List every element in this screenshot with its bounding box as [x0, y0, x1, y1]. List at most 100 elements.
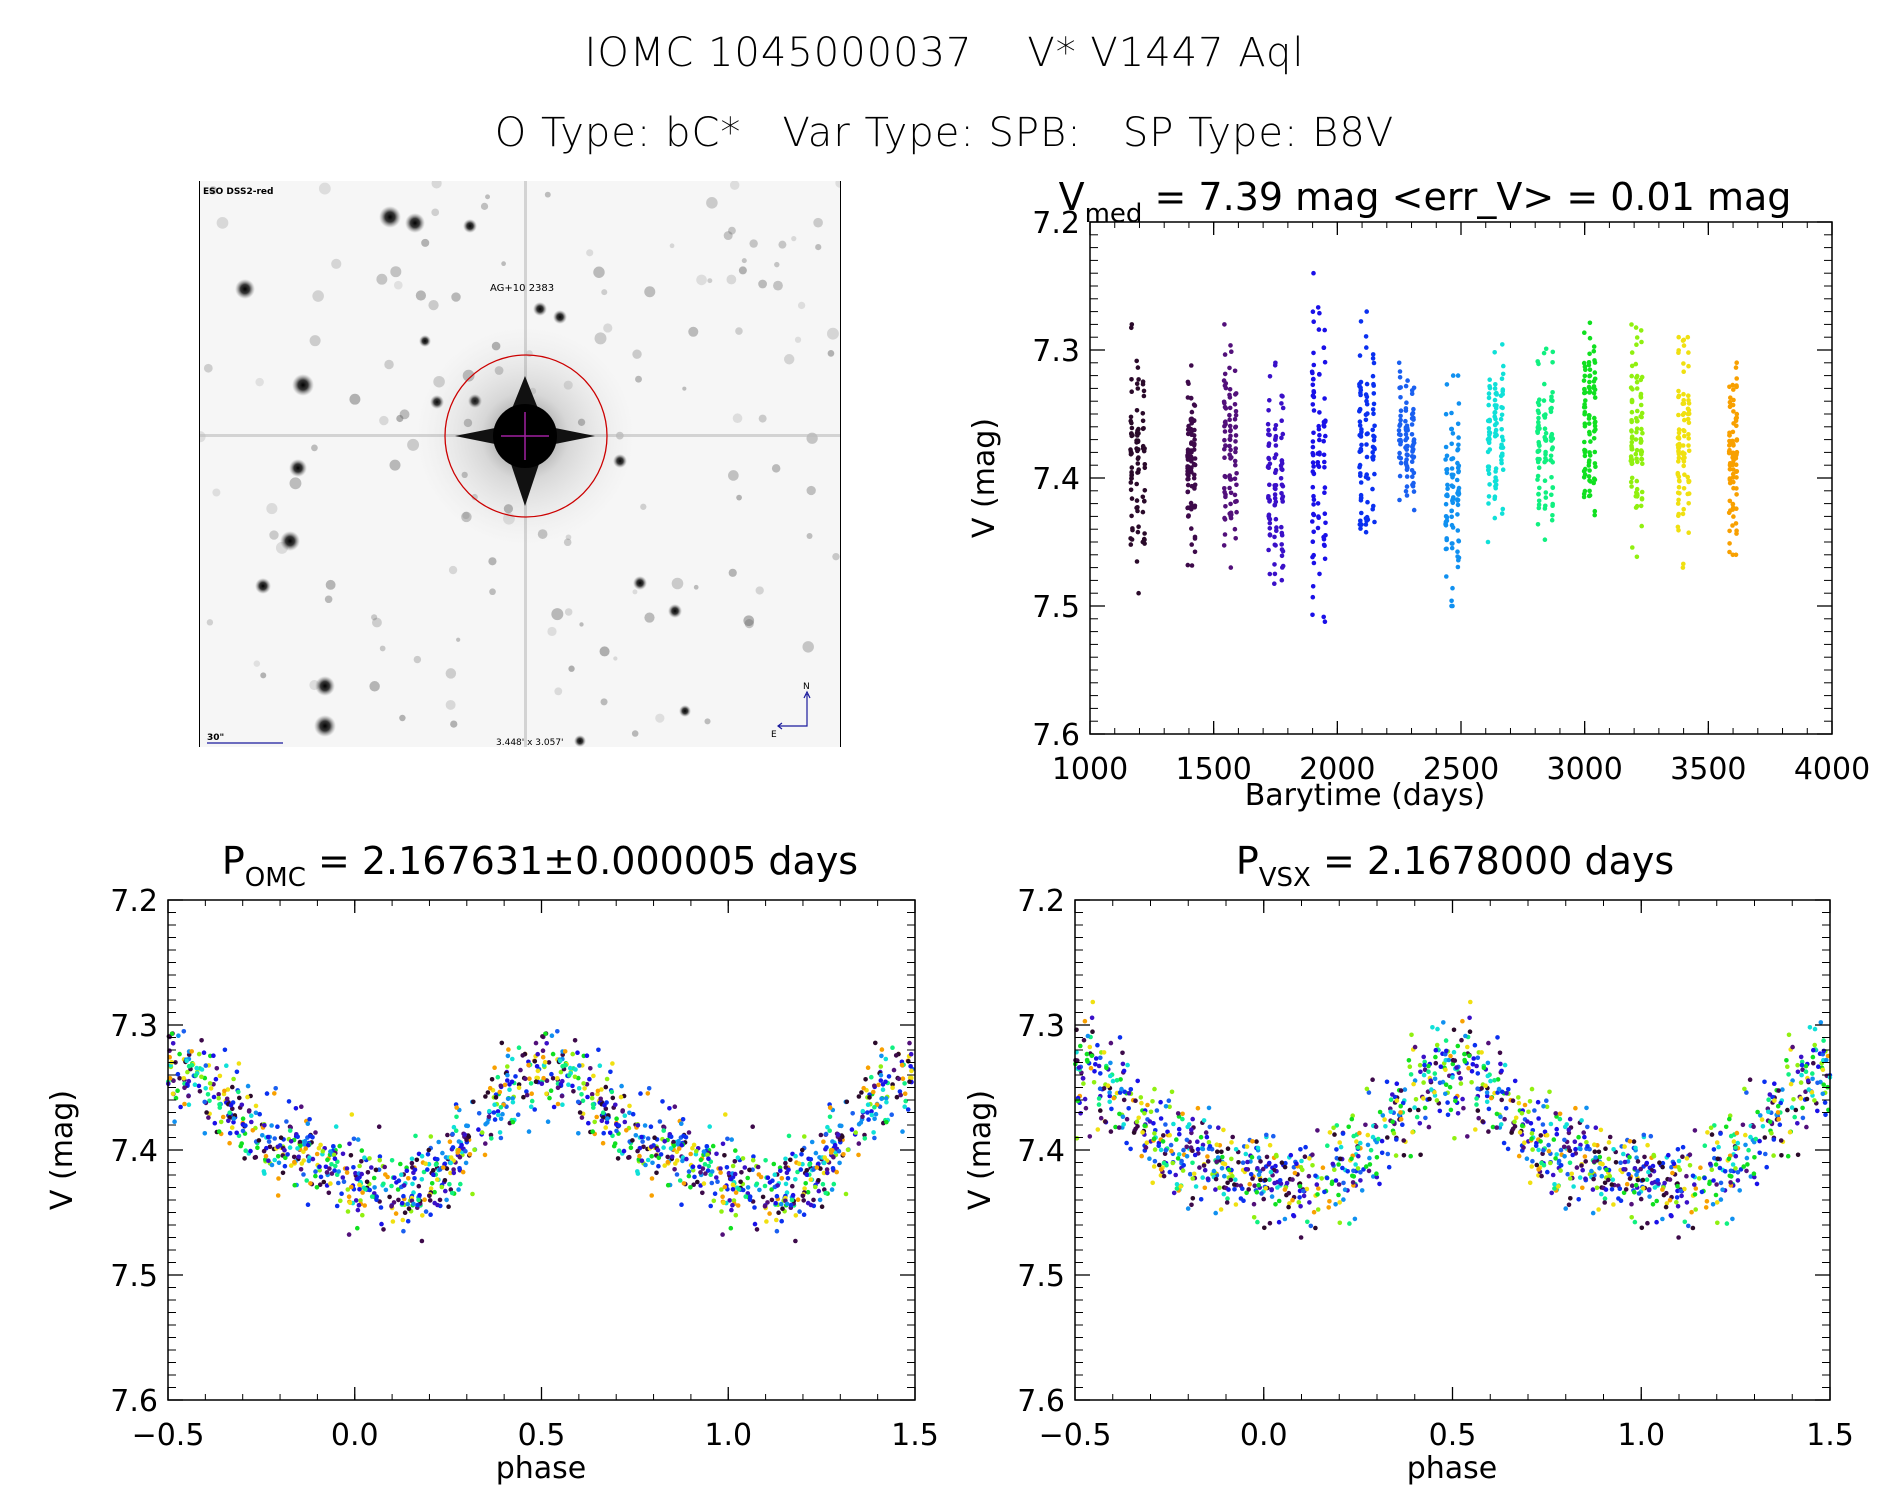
data-point — [1398, 1088, 1404, 1093]
data-point — [805, 1200, 811, 1206]
data-point — [1186, 423, 1191, 429]
data-point — [667, 1106, 672, 1111]
data-point — [1082, 1018, 1088, 1024]
data-point — [1296, 1200, 1302, 1205]
data-point — [1686, 436, 1691, 441]
data-point — [1227, 423, 1233, 429]
data-point — [1261, 1196, 1266, 1202]
x-tick-label: 3000 — [1546, 752, 1622, 787]
data-point — [175, 1088, 180, 1093]
data-point — [754, 1181, 760, 1187]
data-point — [1690, 1225, 1696, 1231]
data-point — [1333, 1202, 1338, 1207]
data-point — [1398, 1116, 1404, 1122]
data-point — [1571, 1184, 1576, 1189]
data-point — [1535, 359, 1540, 364]
field-star — [235, 279, 255, 299]
data-point — [1421, 1072, 1427, 1078]
data-point — [1444, 537, 1449, 543]
data-point — [1506, 1087, 1511, 1092]
data-point — [1252, 1183, 1257, 1188]
data-point — [1675, 442, 1681, 448]
data-point — [1634, 429, 1639, 435]
data-point — [1272, 492, 1278, 497]
data-point — [1582, 423, 1588, 429]
data-point — [310, 1156, 316, 1162]
data-point — [1733, 1166, 1738, 1171]
data-point — [1337, 1220, 1343, 1226]
data-point — [1792, 1114, 1797, 1120]
data-point — [1273, 1202, 1278, 1207]
data-point — [185, 1069, 190, 1075]
field-star — [450, 720, 458, 728]
data-point — [897, 1089, 903, 1094]
data-point — [428, 1134, 434, 1139]
data-point — [405, 1201, 411, 1207]
data-point — [396, 1197, 401, 1203]
data-point — [1591, 476, 1597, 482]
data-point — [1158, 1099, 1163, 1105]
field-star — [376, 273, 388, 285]
data-point — [459, 1142, 464, 1148]
data-point — [1685, 411, 1691, 417]
data-point — [1504, 1091, 1509, 1096]
field-star — [736, 494, 742, 501]
data-point — [837, 1160, 842, 1166]
data-point — [256, 1138, 262, 1143]
data-point — [1303, 1144, 1308, 1150]
data-point — [1550, 503, 1555, 509]
data-point — [1234, 482, 1239, 488]
data-point — [1569, 1171, 1574, 1177]
data-point — [1592, 415, 1597, 421]
field-star — [749, 239, 758, 248]
data-point — [907, 1075, 913, 1081]
data-point — [680, 1158, 685, 1164]
data-point — [1676, 1158, 1682, 1164]
data-point — [1712, 1155, 1717, 1161]
data-point — [1449, 545, 1455, 551]
field-star — [743, 615, 755, 627]
data-point — [1396, 432, 1402, 437]
data-point — [1130, 432, 1135, 438]
field-star — [485, 194, 491, 200]
data-point — [1358, 1178, 1363, 1183]
data-point — [1450, 497, 1456, 502]
data-point — [893, 1053, 899, 1058]
data-point — [1397, 473, 1403, 479]
data-point — [546, 1060, 552, 1065]
data-point — [1097, 1086, 1103, 1091]
data-point — [619, 1083, 624, 1089]
data-point — [506, 1047, 511, 1052]
data-point — [1107, 1090, 1112, 1095]
data-point — [381, 1181, 386, 1187]
data-point — [1363, 1164, 1369, 1169]
data-point — [1449, 410, 1454, 416]
data-point — [1536, 498, 1542, 504]
data-point — [1553, 1111, 1558, 1116]
data-point — [249, 1113, 254, 1118]
data-point — [1150, 1099, 1155, 1104]
data-point — [1322, 359, 1328, 365]
data-point — [1330, 1161, 1336, 1167]
data-point — [1763, 1151, 1768, 1157]
data-point — [1152, 1147, 1158, 1152]
data-point — [457, 1166, 462, 1171]
data-point — [1228, 427, 1233, 433]
data-point — [1234, 509, 1239, 515]
data-point — [216, 1092, 221, 1097]
data-point — [1795, 1069, 1801, 1075]
data-point — [203, 1063, 209, 1068]
data-point — [435, 1177, 440, 1182]
data-point — [1359, 442, 1364, 448]
data-point — [1484, 1093, 1490, 1099]
data-point — [1129, 465, 1135, 470]
data-point — [1403, 489, 1409, 494]
data-point — [231, 1076, 236, 1082]
data-point — [1161, 1133, 1166, 1138]
field-star — [586, 249, 594, 257]
data-point — [1465, 1134, 1470, 1139]
data-point — [340, 1175, 346, 1180]
data-point — [333, 1163, 338, 1169]
data-point — [1135, 428, 1140, 434]
data-point — [811, 1197, 816, 1203]
